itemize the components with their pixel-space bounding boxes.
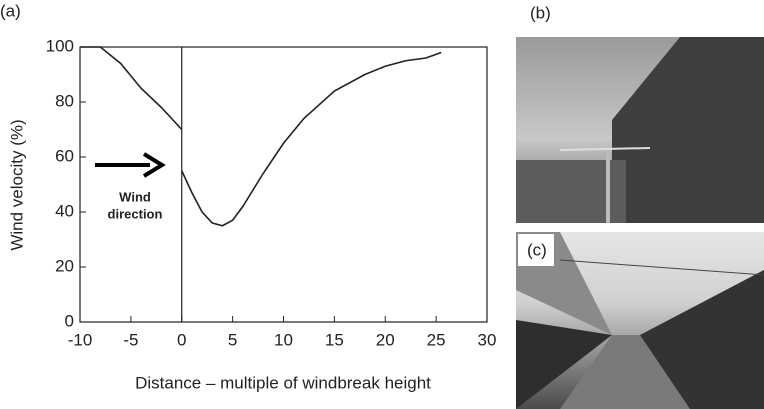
x-tick-label: 20 — [376, 330, 395, 349]
x-tick-label: -10 — [68, 330, 93, 349]
x-tick-label: -5 — [123, 330, 138, 349]
panel-label: (c) — [527, 240, 547, 259]
y-tick-label: 60 — [55, 146, 74, 165]
y-tick-label: 100 — [46, 36, 74, 55]
line — [80, 46, 442, 227]
annotation: Wind — [119, 189, 151, 204]
y-tick-label: 20 — [55, 256, 74, 275]
panel-label: (b) — [530, 3, 551, 22]
y-tick-label: 0 — [65, 311, 74, 330]
wind-arrowhead — [142, 152, 166, 178]
x-axis-label: Distance – multiple of windbreak height — [135, 373, 431, 392]
x-tick-label: 0 — [177, 330, 186, 349]
annotation: direction — [108, 206, 163, 221]
x-tick-label: 25 — [427, 330, 446, 349]
x-tick-label: 5 — [228, 330, 237, 349]
x-tick-label: 10 — [274, 330, 293, 349]
panel-label: (a) — [0, 1, 21, 20]
y-tick-label: 40 — [55, 201, 74, 220]
photo-c — [516, 232, 764, 409]
y-axis-label: Wind velocity (%) — [7, 119, 26, 250]
x-tick-label: 30 — [478, 330, 497, 349]
photo-b — [516, 37, 764, 223]
y-tick-label: 80 — [55, 91, 74, 110]
x-tick-label: 15 — [325, 330, 344, 349]
